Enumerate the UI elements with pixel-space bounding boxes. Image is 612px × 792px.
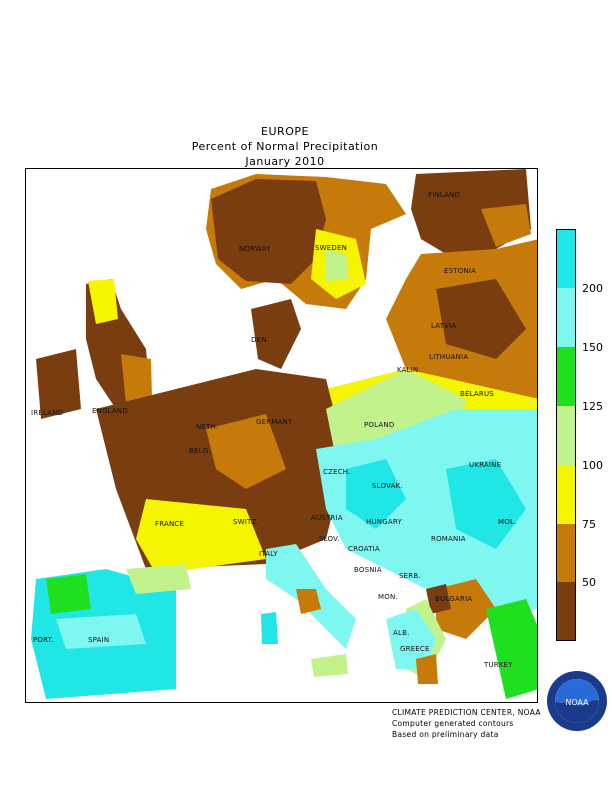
country-label-italy: ITALY (259, 550, 278, 558)
country-label-serb: SERB. (399, 572, 421, 580)
country-label-lithuania: LITHUANIA (429, 353, 469, 361)
country-label-estonia: ESTONIA (444, 267, 477, 275)
country-label-germany: GERMANY (256, 418, 293, 426)
country-label-norway: NORWAY (239, 245, 271, 253)
legend-label-150: 150 (582, 341, 603, 354)
legend-label-125: 125 (582, 400, 603, 413)
country-label-neth: NETH. (196, 423, 219, 431)
legend-swatch-100-125 (557, 406, 575, 465)
legend-label-200: 200 (582, 282, 603, 295)
country-label-switz: SWITZ. (233, 518, 259, 526)
country-label-greece: GREECE (400, 645, 430, 653)
legend-swatch-125-150 (557, 347, 575, 406)
country-label-slovak: SLOVAK. (372, 482, 403, 490)
noaa-logo-text: NOAA (565, 698, 589, 707)
region-title: EUROPE (261, 125, 309, 138)
legend-label-100: 100 (582, 459, 603, 472)
credits-block: CLIMATE PREDICTION CENTER, NOAA Computer… (392, 707, 541, 740)
legend-swatch-50-75 (557, 524, 575, 582)
country-label-finland: FINLAND (428, 191, 461, 199)
map-titles: EUROPE Percent of Normal Precipitation J… (0, 124, 570, 169)
noaa-logo: NOAA (546, 670, 608, 732)
country-label-ireland: IRELAND (31, 409, 64, 417)
country-label-poland: POLAND (364, 421, 395, 429)
country-label-denmark: DEN. (251, 336, 270, 344)
country-label-england: ENGLAND (92, 407, 128, 415)
legend-swatch-above-200 (557, 230, 575, 288)
map-title: Percent of Normal Precipitation (191, 140, 379, 153)
credit-line-data-note: Based on preliminary data (392, 730, 499, 739)
precipitation-map: FINLAND NORWAY SWEDEN ESTONIA LATVIA DEN… (25, 168, 538, 703)
precipitation-map-graphic (31, 169, 537, 699)
period-subtitle: January 2010 (245, 155, 325, 168)
country-label-romania: ROMANIA (431, 535, 466, 543)
color-legend (556, 229, 576, 641)
country-label-bulgaria: BULGARIA (435, 595, 473, 603)
legend-swatch-below-50 (557, 582, 575, 640)
country-label-czech: CZECH. (323, 468, 351, 476)
legend-label-75: 75 (582, 518, 596, 531)
country-label-austria: AUSTRIA (311, 514, 343, 522)
country-label-turkey: TURKEY (484, 661, 513, 669)
credit-line-method: Computer generated contours (392, 719, 514, 728)
country-label-slov: SLOV. (319, 535, 340, 543)
country-label-mol: MOL. (498, 518, 517, 526)
legend-label-50: 50 (582, 576, 596, 589)
country-label-sweden: SWEDEN (315, 244, 348, 252)
country-label-latvia: LATVIA (431, 322, 457, 330)
legend-swatch-150-200 (557, 288, 575, 347)
country-label-france: FRANCE (155, 520, 185, 528)
country-label-kalin: KALIN. (397, 366, 421, 374)
country-label-croatia: CROATIA (348, 545, 380, 553)
country-label-mon: MON. (378, 593, 398, 601)
country-label-ukraine: UKRAINE (469, 461, 502, 469)
legend-swatch-75-100 (557, 465, 575, 524)
country-label-hungary: HUNGARY (366, 518, 402, 526)
country-label-belarus: BELARUS (460, 390, 494, 398)
country-label-spain: SPAIN (88, 636, 110, 644)
noaa-logo-graphic: NOAA (547, 671, 607, 731)
country-label-belg: BELG. (189, 447, 211, 455)
country-label-port: PORT. (33, 636, 54, 644)
credit-line-source: CLIMATE PREDICTION CENTER, NOAA (392, 708, 541, 717)
country-label-bosnia: BOSNIA (354, 566, 382, 574)
country-label-alb: ALB. (393, 629, 410, 637)
